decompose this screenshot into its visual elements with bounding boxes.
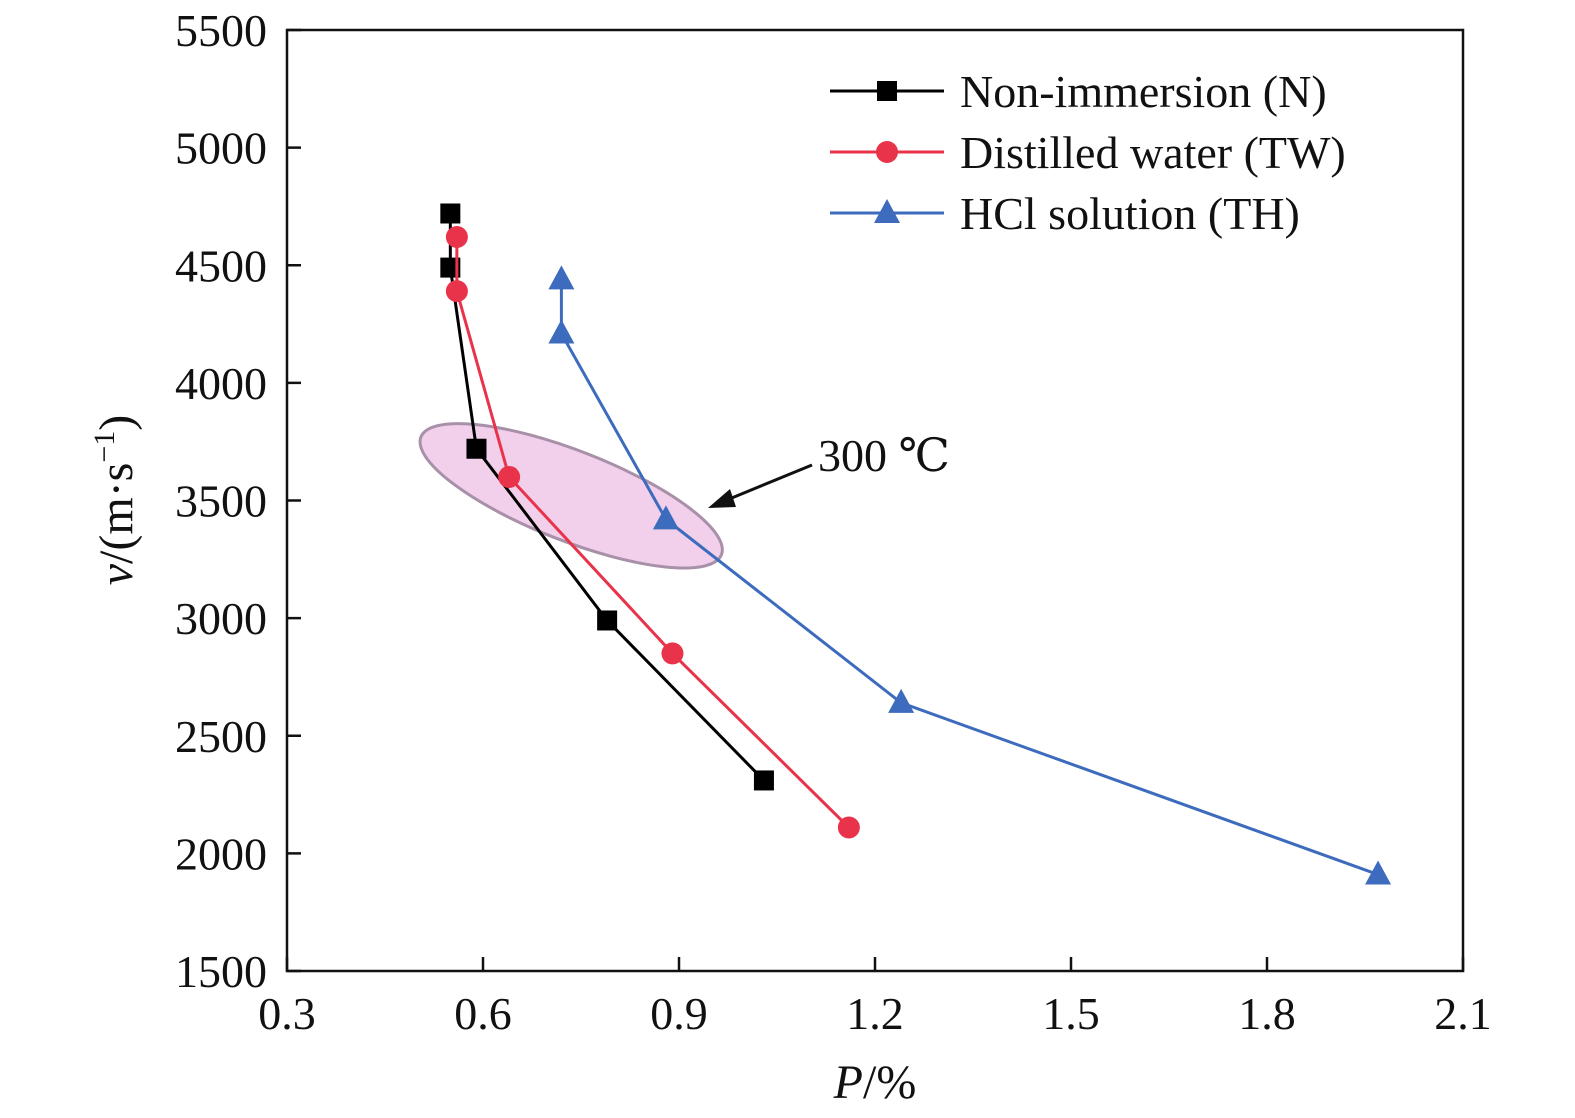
ticks-layer: 0.3 0.6 0.9 1.2 1.5 1.8 2.1 1500 2000 2500 3000 350… [175,5,1492,1039]
annotation-300c: 300 ℃ [708,430,950,508]
series-0 [440,203,774,791]
y-axis-label: v/(m·s−1) [88,415,143,586]
x-axis-label-unit: /% [863,1056,916,1109]
annotation-arrow-line [721,463,813,504]
legend-item-1: Distilled water (TW) [830,127,1346,178]
series-layer [440,203,1392,885]
y-axis-label-sup: −1 [88,431,121,463]
highlight-ellipse-300c [418,422,724,570]
series-2-point-4 [1365,860,1392,885]
legend-label-2: HCl solution (TH) [960,188,1300,239]
x-tick-label-1: 0.6 [454,988,512,1039]
series-2-point-0 [548,265,575,290]
x-tick-label-0: 0.3 [258,988,316,1039]
series-0-point-1 [440,257,461,278]
legend-marker-0 [877,81,897,101]
legend-label-0: Non-immersion (N) [960,66,1327,117]
series-2-line [559,279,1379,876]
series-1-point-2 [498,465,521,488]
x-tick-label-3: 1.2 [846,988,904,1039]
series-1-point-1 [445,280,468,303]
series-1-point-0 [445,226,468,249]
series-2-point-2 [652,505,679,530]
x-tick-label-2: 0.9 [650,988,708,1039]
y-tick-label-0: 1500 [175,946,267,997]
y-tick-label-4: 3500 [175,476,267,527]
y-axis-label-unit: /(m·s [90,463,143,564]
y-tick-label-1: 2000 [175,828,267,879]
series-2-point-1 [548,319,575,344]
series-2-point-3 [888,688,915,713]
plot-frame [285,28,1465,973]
series-1 [445,226,860,839]
y-tick-label-7: 5000 [175,123,267,174]
y-axis-label-close: ) [90,415,143,431]
y-tick-label-2: 2500 [175,711,267,762]
legend-marker-1 [876,141,898,163]
y-tick-label-8: 5500 [175,5,267,56]
series-1-point-4 [837,816,860,839]
series-0-point-4 [753,770,774,791]
legend: Non-immersion (N) Distilled water (TW) HCl… [830,66,1346,239]
y-axis-label-var: v [90,563,143,585]
y-tick-label-6: 4500 [175,240,267,291]
annotation-label: 300 ℃ [818,430,950,481]
legend-marker-2 [874,199,900,223]
x-tick-label-6: 2.1 [1434,988,1492,1039]
series-0-point-0 [440,203,461,224]
highlight-layer [418,422,724,570]
y-tick-label-5: 4000 [175,358,267,409]
x-axis-label-var: P [833,1056,863,1109]
x-tick-label-4: 1.5 [1042,988,1100,1039]
legend-item-2: HCl solution (TH) [830,188,1300,239]
series-0-point-2 [466,438,487,459]
annotation-arrow-head [708,489,736,508]
series-1-point-3 [661,642,684,665]
legend-label-1: Distilled water (TW) [960,127,1346,178]
x-axis-label: P/% [833,1056,917,1109]
y-tick-label-3: 3000 [175,593,267,644]
series-0-point-3 [597,610,618,631]
legend-item-0: Non-immersion (N) [830,66,1327,117]
x-tick-label-5: 1.8 [1238,988,1296,1039]
series-2 [548,265,1392,885]
